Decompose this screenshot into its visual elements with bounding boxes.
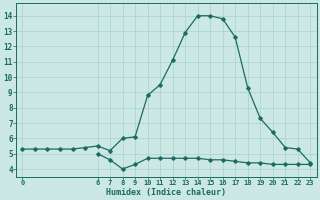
X-axis label: Humidex (Indice chaleur): Humidex (Indice chaleur) bbox=[106, 188, 226, 197]
